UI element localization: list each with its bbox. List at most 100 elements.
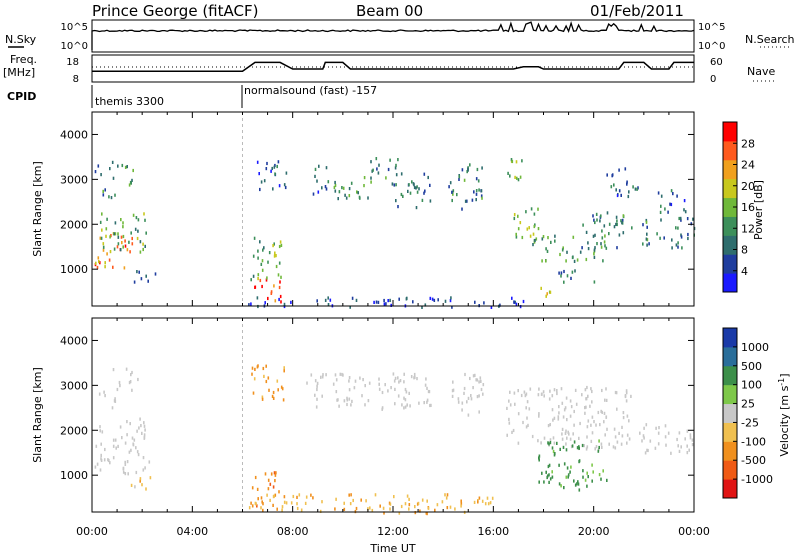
colorbar-segment [723, 328, 737, 348]
scatter-region [99, 212, 147, 254]
data-cell [457, 400, 460, 404]
data-cell [446, 493, 449, 497]
data-cell [585, 405, 587, 409]
data-cell [566, 274, 569, 278]
data-cell [678, 216, 680, 221]
data-cell [102, 248, 105, 252]
data-cell [267, 260, 269, 264]
data-cell [132, 168, 134, 173]
scatter-region [506, 385, 632, 452]
data-cell [464, 199, 467, 203]
data-cell [573, 479, 575, 483]
data-cell [285, 171, 288, 175]
data-cell [563, 408, 566, 412]
data-cell [645, 220, 648, 224]
data-cell [688, 448, 690, 452]
data-cell [377, 300, 380, 304]
scatter-region [333, 176, 372, 201]
data-cell [364, 403, 366, 407]
data-cell [394, 402, 396, 406]
data-cell [117, 164, 119, 168]
data-cell [603, 240, 606, 244]
data-cell [415, 206, 418, 210]
data-cell [283, 500, 286, 504]
data-cell [509, 390, 511, 394]
data-cell [314, 174, 316, 178]
data-cell [574, 483, 577, 487]
data-cell [408, 497, 410, 501]
data-cell [429, 199, 432, 203]
data-cell [449, 299, 452, 303]
data-cell [604, 433, 606, 437]
data-cell [256, 160, 259, 164]
data-cell [356, 190, 358, 194]
data-cell [581, 246, 583, 250]
scatter-region [513, 207, 540, 241]
data-cell [133, 280, 136, 284]
data-cell [261, 268, 264, 272]
data-cell [272, 244, 274, 248]
data-cell [599, 423, 601, 427]
data-cell [251, 372, 253, 376]
data-cell [126, 165, 128, 169]
data-cell [605, 415, 607, 419]
data-cell [616, 407, 618, 411]
data-cell [103, 390, 105, 394]
data-cell [99, 220, 102, 224]
data-cell [129, 250, 131, 254]
data-cell [144, 218, 146, 222]
data-cell [620, 442, 623, 446]
data-cell [454, 507, 456, 511]
data-cell [529, 234, 532, 238]
data-cell [517, 227, 520, 231]
data-cell [537, 439, 539, 443]
data-cell [316, 179, 318, 183]
data-cell [136, 270, 138, 274]
colorbar-segment [723, 273, 737, 293]
data-cell [520, 393, 523, 398]
data-cell [395, 173, 398, 177]
scatter-region [250, 236, 283, 282]
data-cell [109, 167, 111, 171]
colorbar-segment [723, 479, 737, 499]
data-cell [406, 494, 409, 498]
data-cell [412, 182, 415, 186]
data-cell [130, 231, 132, 235]
data-cell [509, 403, 512, 407]
data-cell [130, 448, 132, 452]
data-cell [562, 415, 565, 419]
data-cell [627, 194, 630, 199]
data-cell [259, 240, 261, 244]
data-cell [684, 437, 686, 441]
data-cell [548, 463, 551, 467]
data-cell [564, 431, 567, 435]
power-colorbar-label: Power [dB] [752, 180, 765, 240]
data-cell [257, 249, 259, 253]
data-cell [274, 251, 276, 255]
data-cell [132, 442, 134, 446]
data-cell [481, 196, 483, 200]
data-cell [573, 423, 575, 427]
data-cell [676, 437, 678, 442]
data-cell [280, 385, 283, 389]
data-cell [558, 463, 560, 467]
data-cell [470, 394, 472, 398]
data-cell [270, 472, 273, 476]
data-cell [298, 493, 301, 497]
data-cell [626, 182, 628, 186]
data-cell [480, 387, 483, 392]
data-cell [517, 389, 519, 393]
data-cell [270, 169, 272, 173]
colorbar-segment [723, 140, 737, 161]
data-cell [484, 502, 487, 506]
data-cell [614, 446, 617, 450]
data-cell [387, 299, 389, 303]
data-cell [273, 254, 276, 258]
data-cell [253, 236, 256, 240]
data-cell [426, 400, 428, 404]
data-cell [137, 377, 139, 382]
data-cell [397, 394, 400, 398]
data-cell [646, 232, 648, 236]
data-cell [318, 164, 320, 168]
